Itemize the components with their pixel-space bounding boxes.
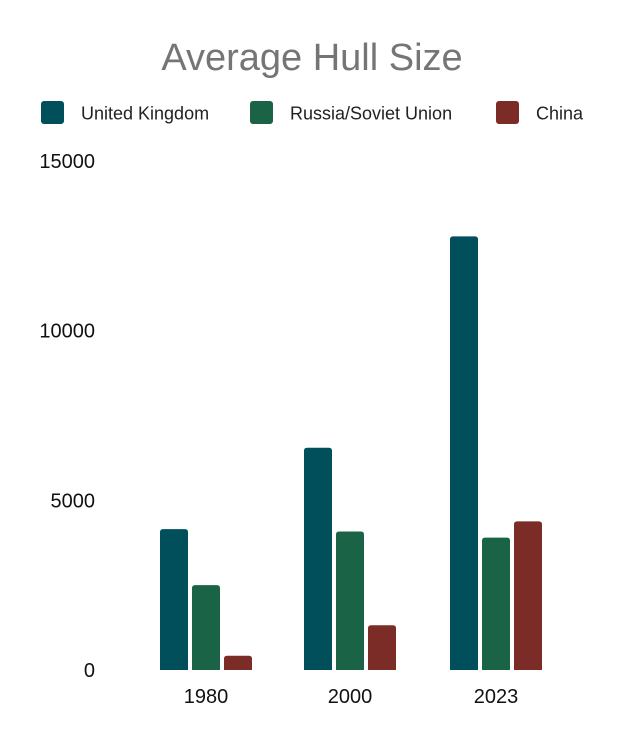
y-tick-label-10000: 10000 [39,321,95,343]
x-tick-label-2000: 2000 [328,686,373,708]
bar-1980-united-kingdom [160,529,188,670]
y-axis: 0 5000 10000 15000 [39,151,95,682]
bar-2000-united-kingdom [304,447,332,670]
legend-label-russia-soviet-union: Russia/Soviet Union [290,104,452,124]
bars [160,236,542,670]
bar-1980-china [224,655,252,670]
y-tick-label-5000: 5000 [51,490,96,512]
legend-swatch-russia-soviet-union [250,101,273,124]
y-tick-label-0: 0 [84,660,95,682]
bar-2000-russia-soviet-union [336,531,364,670]
legend-label-china: China [536,104,584,124]
y-tick-label-15000: 15000 [39,151,95,173]
bar-2023-china [514,521,542,670]
legend-swatch-china [496,101,519,124]
bar-2000-china [368,625,396,670]
bar-2023-russia-soviet-union [482,537,510,670]
x-tick-label-2023: 2023 [474,686,519,708]
bar-1980-russia-soviet-union [192,585,220,670]
x-axis: 1980 2000 2023 [184,686,519,708]
legend-swatch-united-kingdom [41,101,64,124]
chart-title: Average Hull Size [161,37,462,79]
bar-2023-united-kingdom [450,236,478,670]
x-tick-label-1980: 1980 [184,686,229,708]
legend-label-united-kingdom: United Kingdom [81,104,209,124]
legend: United Kingdom Russia/Soviet Union China [41,101,584,124]
